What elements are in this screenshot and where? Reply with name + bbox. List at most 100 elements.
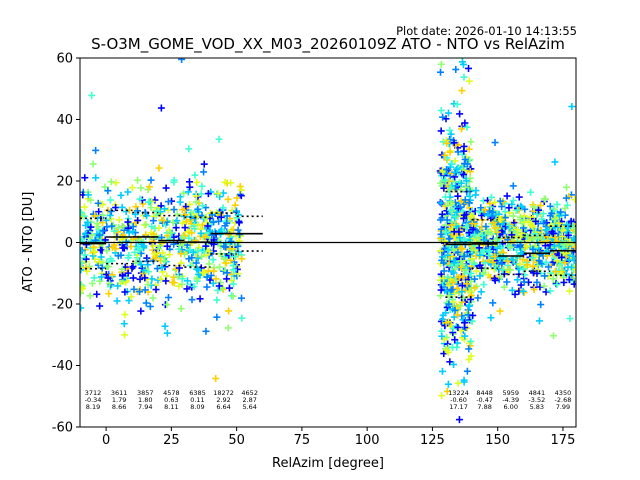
data-point [80,235,86,243]
data-point [467,138,475,146]
data-point [535,257,543,265]
data-point [557,208,565,216]
data-point [82,255,90,263]
data-point [503,278,511,286]
data-point [142,220,150,228]
data-point [508,286,516,294]
data-point [458,260,466,268]
data-point [131,210,139,218]
data-point [212,375,220,383]
bin-stat-label: -4.39 [502,396,519,404]
data-point [89,160,97,168]
data-point [86,292,94,300]
data-point [474,294,482,302]
data-point [163,301,171,309]
data-point [446,358,454,366]
data-point [493,225,501,233]
data-point [134,176,142,184]
bin-stat-label: -0.47 [476,396,493,404]
data-point [233,214,241,222]
data-point [214,286,222,294]
data-point [490,219,498,227]
y-tick-label: 40 [56,113,73,128]
data-point [443,139,451,147]
data-point [84,191,92,199]
data-point [170,233,178,241]
data-point [566,287,574,295]
y-axis-label: ATO - NTO [DU] [21,192,36,293]
x-tick-label: 100 [355,433,380,448]
data-point [81,174,89,182]
data-point [437,179,445,187]
data-point [125,251,133,259]
data-point [523,261,531,269]
x-axis-label: RelAzim [degree] [272,456,384,471]
data-point [436,247,444,255]
data-point [96,302,104,310]
data-point [475,244,483,252]
data-point [180,231,188,239]
data-point [530,244,538,252]
data-point [228,277,236,285]
bin-stat-label: 6385 [189,389,206,397]
data-point [528,254,536,262]
data-point [178,206,186,214]
x-axis-ticks: 0 25 50 75 100 125 150 175 [102,427,575,448]
data-point [80,203,88,211]
data-point [80,209,85,217]
data-point [163,242,171,250]
data-point [120,226,128,234]
data-point [540,195,548,203]
data-point [451,306,459,314]
data-point [149,217,157,225]
data-point [181,224,189,232]
data-point [213,313,221,321]
data-point [489,246,497,254]
data-point [485,207,493,215]
data-point [441,176,449,184]
data-point [504,257,512,265]
data-point [107,207,115,215]
data-point [129,263,137,271]
data-point [137,261,145,269]
data-point [498,203,506,211]
data-point [214,237,222,245]
data-point [550,242,558,250]
data-point [92,174,100,182]
data-point [98,273,106,281]
data-point [506,221,514,229]
data-point [466,174,474,182]
data-point [565,276,573,284]
data-point [568,103,576,111]
data-point [470,231,478,239]
data-point [438,210,446,218]
data-point [485,251,493,259]
data-point [124,269,132,277]
data-point [193,178,201,186]
data-point [238,186,246,194]
data-point [461,332,469,340]
data-point [195,244,203,252]
data-point [448,160,456,168]
data-point [449,343,457,351]
x-tick-label: 75 [294,433,311,448]
data-point [94,223,102,231]
data-point [465,199,473,207]
data-point [185,145,193,153]
data-point [442,319,450,327]
data-point [169,219,177,227]
data-point [437,199,445,207]
data-point [90,243,98,251]
data-point [492,249,500,257]
y-tick-label: 0 [65,236,73,251]
data-point [496,307,504,315]
bin-stat-label: 8.19 [86,403,100,411]
data-point [220,255,228,263]
data-point [458,125,466,133]
data-point [148,222,156,230]
data-point [548,209,556,217]
data-point [472,267,480,275]
data-point [107,281,115,289]
data-point [198,182,206,190]
data-point [465,64,473,72]
